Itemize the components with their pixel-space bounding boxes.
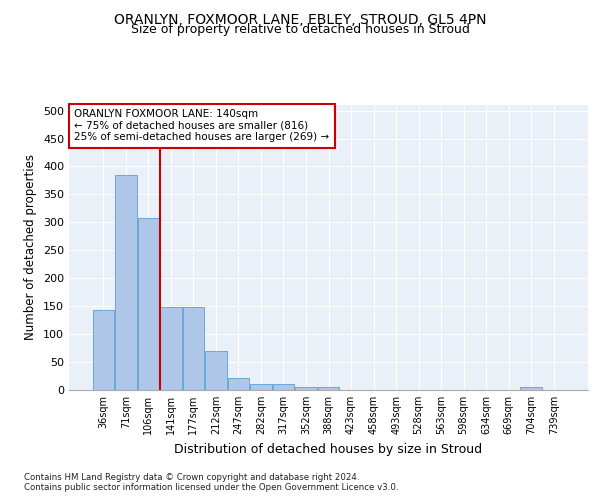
Text: ORANLYN, FOXMOOR LANE, EBLEY, STROUD, GL5 4PN: ORANLYN, FOXMOOR LANE, EBLEY, STROUD, GL… (114, 12, 486, 26)
Bar (182, 308, 204, 390)
X-axis label: Distribution of detached houses by size in Stroud: Distribution of detached houses by size … (175, 442, 482, 456)
Bar (115, 175, 137, 390)
Y-axis label: Number of detached properties: Number of detached properties (25, 154, 37, 340)
Bar (137, 218, 159, 390)
Bar (318, 387, 339, 390)
Text: ORANLYN FOXMOOR LANE: 140sqm
← 75% of detached houses are smaller (816)
25% of s: ORANLYN FOXMOOR LANE: 140sqm ← 75% of de… (74, 110, 329, 142)
Bar (250, 384, 272, 390)
Bar (205, 351, 227, 390)
Bar (92, 310, 114, 390)
Text: Contains public sector information licensed under the Open Government Licence v3: Contains public sector information licen… (24, 482, 398, 492)
Bar (295, 387, 317, 390)
Text: Size of property relative to detached houses in Stroud: Size of property relative to detached ho… (131, 22, 469, 36)
Bar (273, 384, 294, 390)
Bar (160, 308, 182, 390)
Bar (520, 387, 542, 390)
Text: Contains HM Land Registry data © Crown copyright and database right 2024.: Contains HM Land Registry data © Crown c… (24, 472, 359, 482)
Bar (228, 378, 249, 390)
